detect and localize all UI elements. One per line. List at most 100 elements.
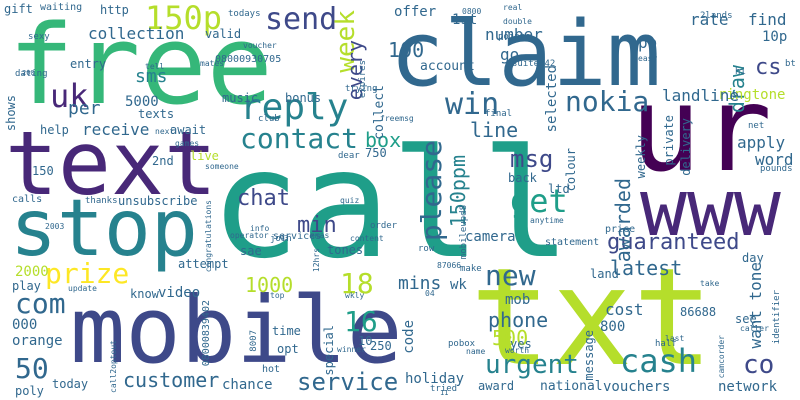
word: 800 (600, 319, 626, 335)
word: tell (145, 62, 165, 71)
word: tone (746, 262, 765, 301)
word: 250 (370, 339, 392, 353)
word: awarded (611, 178, 635, 263)
word: services (273, 231, 322, 242)
word: 04 (425, 289, 435, 298)
word: www (640, 164, 781, 254)
word: network (718, 379, 778, 395)
word: 2nd (152, 154, 174, 168)
word: order (370, 221, 398, 231)
word: 12hrs (312, 248, 321, 273)
word: 1000 (245, 273, 294, 297)
word: account (420, 59, 475, 74)
word: 18 (340, 267, 374, 300)
word: row (418, 244, 435, 254)
word: points (498, 32, 531, 42)
word: orange (12, 333, 63, 349)
word: yes (510, 337, 532, 351)
word: per (68, 98, 101, 119)
word: final (485, 109, 513, 119)
word: club (258, 114, 280, 124)
word: gift (4, 2, 33, 16)
word: com (15, 287, 66, 320)
word: 750 (365, 146, 387, 160)
word: trying (345, 84, 378, 94)
word: top (270, 291, 285, 300)
word: min (297, 213, 337, 238)
word: service (297, 368, 399, 396)
word: double (503, 17, 532, 26)
word: chance (222, 377, 273, 393)
word: today (52, 377, 89, 391)
word: valid (205, 27, 242, 41)
word: offer (394, 4, 437, 20)
word: text (5, 112, 217, 215)
word: win (445, 87, 500, 122)
word: call (210, 118, 572, 292)
word: guaranteed (607, 230, 740, 255)
word: ltd (548, 182, 570, 196)
word: todays (228, 9, 261, 19)
word: congratulations (204, 200, 213, 273)
word: wk (450, 277, 467, 293)
word: mob (505, 292, 531, 308)
word: back (508, 171, 537, 185)
word: message (582, 330, 596, 381)
word: quiz (340, 196, 360, 205)
word: award (478, 379, 515, 393)
word: poly (15, 384, 44, 398)
word: word (755, 150, 794, 169)
word: price (605, 224, 636, 235)
word: reply (240, 87, 349, 128)
word: collection (88, 24, 185, 43)
word: anytime (530, 216, 564, 225)
word: free (8, 1, 273, 129)
word: play (12, 279, 41, 293)
word: customer (123, 368, 220, 392)
word: landline (662, 86, 740, 105)
word: apply (737, 133, 786, 152)
word: mobileupd8 (459, 205, 469, 260)
word: opt (277, 342, 299, 356)
word: entry (70, 57, 107, 71)
word: live (190, 149, 219, 163)
word: please (415, 140, 448, 242)
word: statement (545, 237, 600, 248)
word: find (748, 10, 787, 29)
word: camcorder (717, 335, 726, 379)
word: pounds (760, 164, 793, 174)
word: 5000 (125, 94, 159, 110)
word: sae (240, 244, 262, 258)
word: 000 (12, 317, 38, 333)
word: new (485, 259, 536, 292)
word: worth (505, 346, 530, 355)
word: ringtone (718, 87, 786, 103)
word: special (322, 325, 336, 376)
word: call2optout (109, 340, 118, 393)
word: time (272, 324, 301, 338)
word: 08000839402 (201, 300, 212, 367)
word: info (250, 224, 270, 233)
word: hot (262, 364, 281, 375)
word: xmas (310, 231, 330, 240)
word: txt (470, 239, 714, 396)
word: vouchers (603, 379, 671, 395)
word: weekly (634, 135, 648, 179)
word: chat (237, 186, 290, 211)
word: 2000 (15, 264, 49, 280)
word: real (503, 3, 523, 12)
word: latest (610, 256, 683, 280)
word: 2lands (700, 11, 733, 21)
word: tones (327, 243, 364, 257)
word: ur (630, 60, 773, 198)
word: shows (4, 95, 18, 132)
word: stop (10, 184, 198, 274)
word: 2003 (45, 222, 65, 231)
word: 200 (22, 69, 35, 77)
word: help (40, 123, 69, 137)
word: phone (488, 308, 549, 332)
word: holiday (405, 371, 465, 387)
word: see (735, 312, 757, 326)
word: cash (620, 342, 698, 380)
word: send (265, 2, 338, 37)
